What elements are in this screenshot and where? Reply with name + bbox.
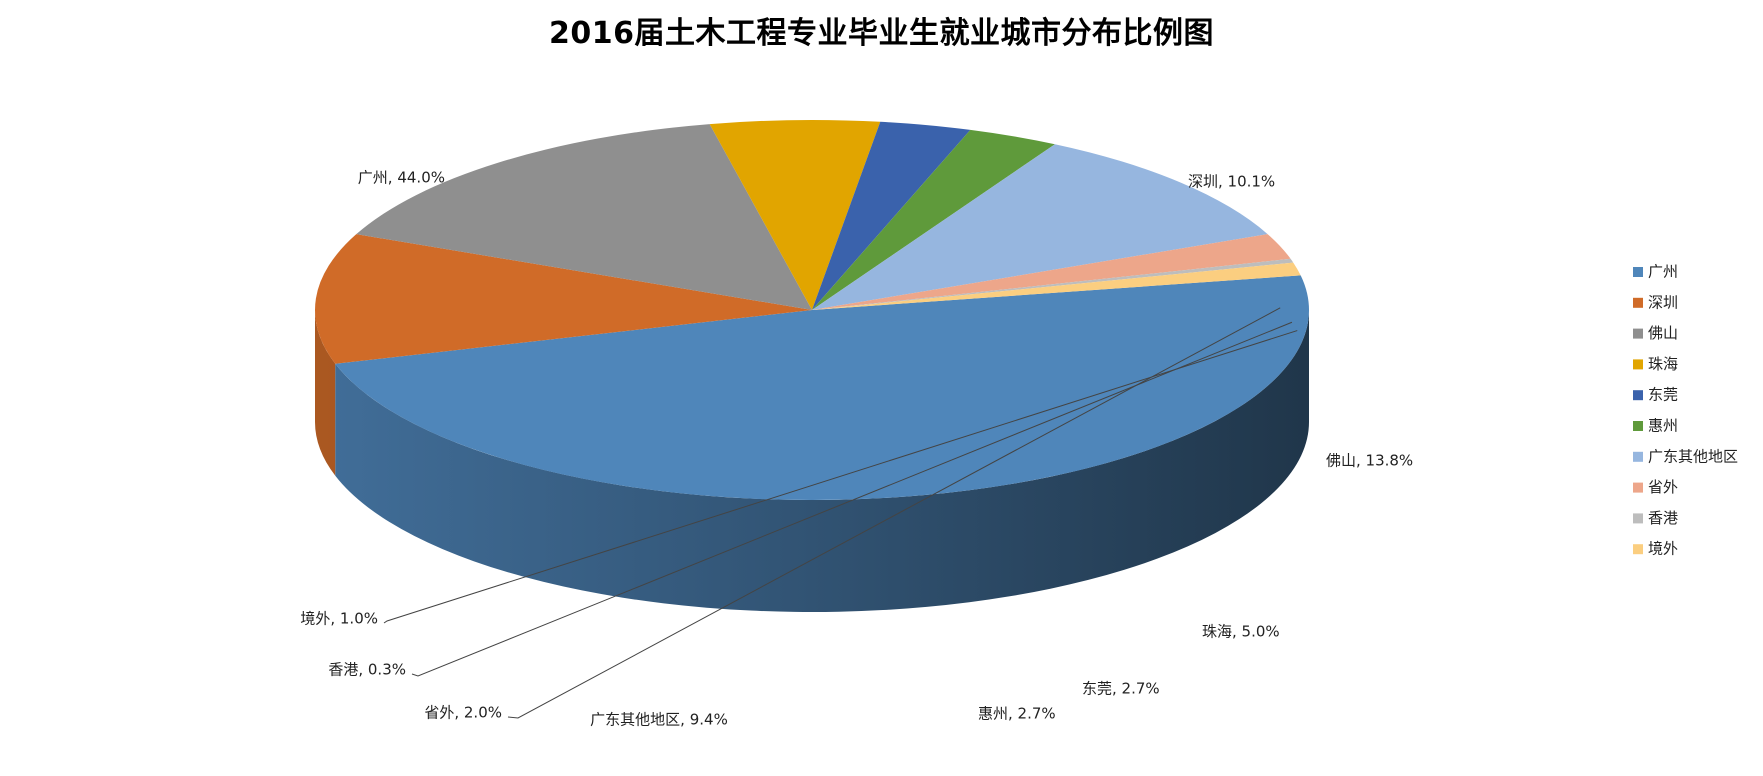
leader-line-省外: [507, 307, 1281, 719]
slice-label-广州: 广州, 44.0%: [358, 169, 445, 187]
legend-swatch-省外: [1633, 482, 1643, 493]
legend-swatch-境外: [1633, 544, 1643, 555]
legend-item-佛山: 佛山: [1633, 324, 1678, 342]
pie-slice-香港[interactable]: [812, 258, 1294, 310]
slice-label-境外: 境外, 1.0%: [300, 610, 378, 628]
legend-item-东莞: 东莞: [1633, 386, 1678, 404]
legend-label-广州: 广州: [1648, 263, 1678, 281]
pie-top-layer: [315, 120, 1310, 501]
slice-label-香港: 香港, 0.3%: [328, 661, 406, 679]
legend-swatch-广东其他地区: [1633, 451, 1643, 462]
legend-label-深圳: 深圳: [1648, 293, 1678, 311]
slice-label-佛山: 佛山, 13.8%: [1326, 452, 1413, 470]
pie-slice-珠海[interactable]: [709, 120, 881, 310]
legend-label-境外: 境外: [1648, 540, 1678, 558]
legend-swatch-香港: [1633, 513, 1643, 524]
pie-side-广州: [335, 310, 1310, 612]
slice-label-惠州: 惠州, 2.7%: [978, 705, 1056, 723]
legend-item-香港: 香港: [1633, 509, 1678, 527]
pie-slice-佛山[interactable]: [356, 124, 812, 310]
legend-item-珠海: 珠海: [1633, 355, 1678, 373]
leader-line-香港: [411, 321, 1293, 677]
slice-label-珠海: 珠海, 5.0%: [1202, 623, 1280, 641]
legend-swatch-深圳: [1633, 297, 1643, 308]
leader-line-境外: [383, 330, 1298, 624]
pie-slice-东莞[interactable]: [812, 121, 971, 310]
pie-slice-省外[interactable]: [812, 234, 1291, 310]
pie-slice-广东其他地区[interactable]: [812, 144, 1268, 310]
slice-label-深圳: 深圳, 10.1%: [1188, 173, 1275, 191]
legend-label-广东其他地区: 广东其他地区: [1648, 447, 1738, 465]
legend-item-境外: 境外: [1633, 540, 1678, 558]
pie-side-深圳: [315, 310, 336, 476]
legend-swatch-惠州: [1633, 421, 1643, 431]
pie-slice-广州[interactable]: [335, 275, 1310, 501]
pie-side-layer: [315, 310, 1310, 612]
chart-title: 2016届土木工程专业毕业生就业城市分布比例图: [549, 16, 1214, 51]
legend-item-广州: 广州: [1633, 263, 1678, 281]
pie-slice-深圳[interactable]: [315, 234, 812, 364]
legend-swatch-佛山: [1633, 328, 1643, 339]
slice-label-东莞: 东莞, 2.7%: [1082, 680, 1160, 698]
slice-labels: 广州, 44.0% 深圳, 10.1% 佛山, 13.8% 珠海, 5.0% 东莞, 2…: [300, 169, 1413, 729]
legend-label-东莞: 东莞: [1648, 386, 1678, 404]
legend-label-佛山: 佛山: [1648, 324, 1678, 342]
slice-label-广东其他地区: 广东其他地区, 9.4%: [590, 711, 728, 729]
legend-item-省外: 省外: [1633, 478, 1678, 496]
legend-item-广东其他地区: 广东其他地区: [1633, 447, 1738, 465]
legend-item-深圳: 深圳: [1633, 293, 1678, 311]
legend-label-省外: 省外: [1648, 478, 1678, 496]
legend-swatch-广州: [1633, 267, 1643, 277]
pie-slice-惠州[interactable]: [812, 129, 1055, 310]
legend-label-珠海: 珠海: [1648, 355, 1678, 373]
leader-lines: [383, 307, 1298, 719]
legend-swatch-东莞: [1633, 390, 1643, 401]
legend-label-惠州: 惠州: [1648, 417, 1678, 435]
slice-label-省外: 省外, 2.0%: [424, 704, 502, 722]
pie-slice-境外[interactable]: [812, 262, 1301, 310]
legend-item-惠州: 惠州: [1633, 417, 1678, 435]
legend-swatch-珠海: [1633, 359, 1643, 370]
legend-label-香港: 香港: [1648, 509, 1678, 527]
